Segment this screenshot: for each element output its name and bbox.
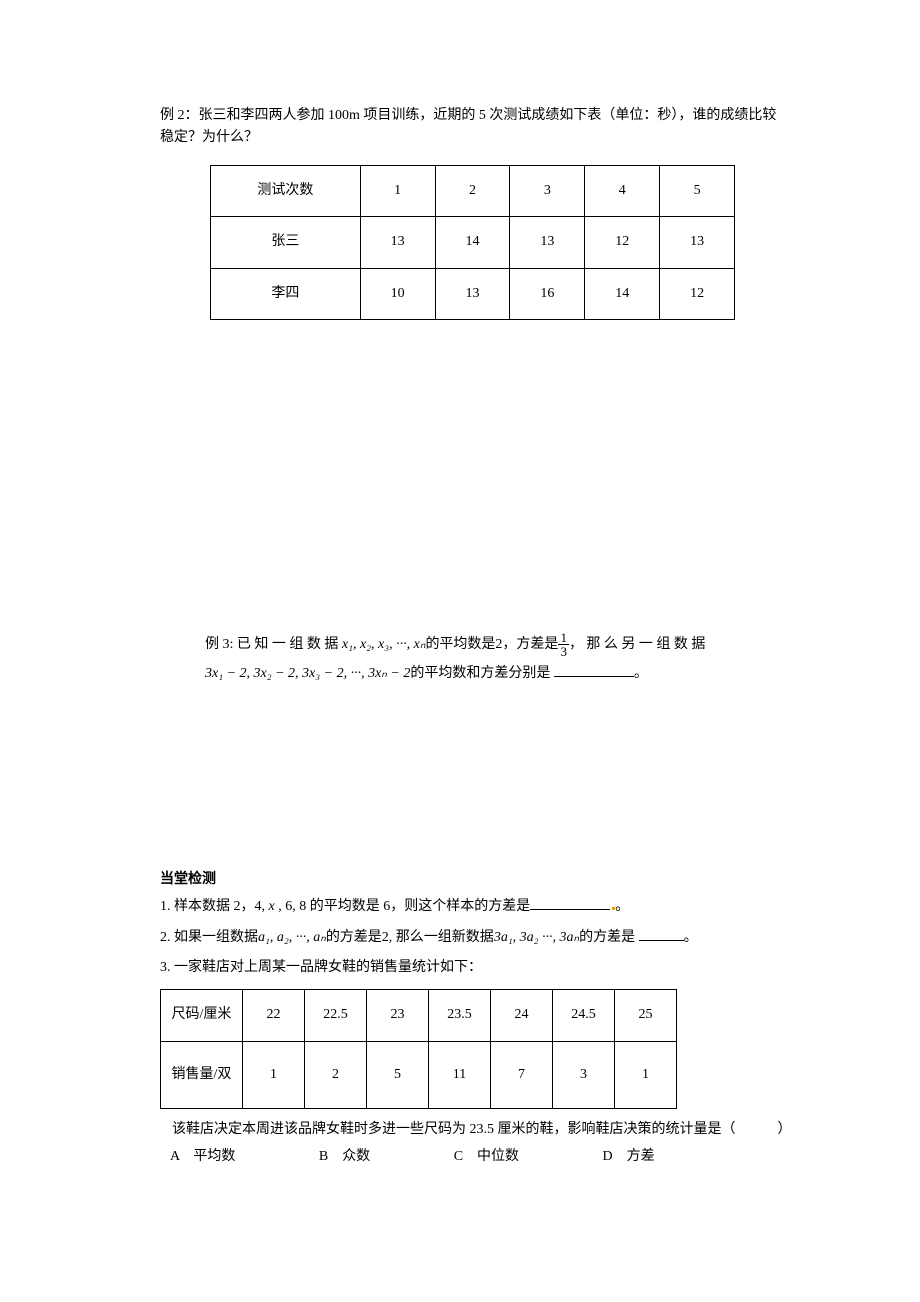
example2-table: 测试次数 1 2 3 4 5 张三 13 14 13 12 13 李四 10 1… (210, 165, 735, 320)
row-label: 李四 (211, 268, 361, 319)
frac-den: 3 (558, 645, 569, 658)
data-cell: 11 (429, 1041, 491, 1108)
header-cell: 5 (660, 165, 735, 216)
q1-text-b: , 6, 8 的平均数是 6，则这个样本的方差是 (278, 899, 530, 914)
q2-text-c: 的方差是 (579, 930, 639, 945)
data-cell: 2 (305, 1041, 367, 1108)
table-row: 销售量/双 1 2 5 11 7 3 1 (161, 1041, 677, 1108)
header-cell: 4 (585, 165, 660, 216)
data-cell: 12 (585, 217, 660, 268)
q2-text-b: 的方差是2, 那么一组新数据 (326, 930, 494, 945)
blank-answer (639, 927, 684, 941)
row-label: 销售量/双 (161, 1041, 243, 1108)
data-cell: 16 (510, 268, 585, 319)
data-cell: 13 (510, 217, 585, 268)
opt-text: 众数 (342, 1149, 370, 1164)
option-a: A 平均数 (170, 1146, 235, 1168)
blank-answer (554, 663, 634, 677)
table-header-row: 测试次数 1 2 3 4 5 (211, 165, 735, 216)
data-cell: 14 (585, 268, 660, 319)
data-cell: 24.5 (553, 990, 615, 1041)
ex3-vars: x₁, x₂, x₃, ···, xₙ (342, 637, 426, 652)
q2-end: 。 (684, 930, 698, 945)
ex3-line2-vars: 3x₁ − 2, 3x₂ − 2, 3x₃ − 2, ···, 3xₙ − 2 (205, 666, 410, 681)
data-cell: 10 (360, 268, 435, 319)
ex3-line2-suffix: 的平均数和方差分别是 (410, 666, 554, 681)
example3-block: 例 3: 已 知 一 组 数 据 x₁, x₂, x₃, ···, xₙ的平均数… (205, 630, 785, 689)
data-cell: 3 (553, 1041, 615, 1108)
header-label: 测试次数 (211, 165, 361, 216)
data-cell: 13 (435, 268, 510, 319)
data-cell: 22.5 (305, 990, 367, 1041)
ex3-prefix: 例 3: 已 知 一 组 数 据 (205, 637, 342, 652)
opt-letter: D (603, 1149, 613, 1164)
blank-answer (530, 896, 610, 910)
frac-num: 1 (558, 631, 569, 645)
question-1: 1. 样本数据 2，4, x , 6, 8 的平均数是 6，则这个样本的方差是 。 (160, 896, 785, 918)
data-cell: 14 (435, 217, 510, 268)
row-label: 尺码/厘米 (161, 990, 243, 1041)
data-cell: 12 (660, 268, 735, 319)
ex3-mid2: ， 那 么 另 一 组 数 据 (569, 637, 706, 652)
q2-vars1: a₁, a₂, ···, aₙ (258, 930, 326, 945)
data-cell: 22 (243, 990, 305, 1041)
opt-letter: A (170, 1149, 179, 1164)
ex3-end: 。 (634, 666, 648, 681)
data-cell: 13 (660, 217, 735, 268)
table-row: 尺码/厘米 22 22.5 23 23.5 24 24.5 25 (161, 990, 677, 1041)
data-cell: 25 (615, 990, 677, 1041)
table-row: 张三 13 14 13 12 13 (211, 217, 735, 268)
question-3-prompt: 3. 一家鞋店对上周某一品牌女鞋的销售量统计如下： (160, 957, 785, 979)
options-row: A 平均数 B 众数 C 中位数 D 方差 (160, 1146, 785, 1168)
option-c: C 中位数 (454, 1146, 519, 1168)
question-2: 2. 如果一组数据a₁, a₂, ···, aₙ的方差是2, 那么一组新数据3a… (160, 927, 785, 949)
option-b: B 众数 (319, 1146, 370, 1168)
question-3-after: 该鞋店决定本周进该品牌女鞋时多进一些尺码为 23.5 厘米的鞋，影响鞋店决策的统… (160, 1119, 785, 1141)
data-cell: 13 (360, 217, 435, 268)
opt-text: 中位数 (477, 1149, 519, 1164)
data-cell: 7 (491, 1041, 553, 1108)
q2-vars2: 3a₁, 3a₂ ···, 3aₙ (494, 930, 579, 945)
data-cell: 24 (491, 990, 553, 1041)
q1-text-a: 1. 样本数据 2，4, (160, 899, 265, 914)
q1-var: x (269, 899, 275, 914)
example2-prompt: 例 2：张三和李四两人参加 100m 项目训练，近期的 5 次测试成绩如下表（单… (160, 105, 785, 150)
data-cell: 5 (367, 1041, 429, 1108)
question-3-table: 尺码/厘米 22 22.5 23 23.5 24 24.5 25 销售量/双 1… (160, 989, 677, 1109)
table-row: 李四 10 13 16 14 12 (211, 268, 735, 319)
option-d: D 方差 (603, 1146, 655, 1168)
q2-text-a: 2. 如果一组数据 (160, 930, 258, 945)
data-cell: 23.5 (429, 990, 491, 1041)
spacer (160, 340, 785, 630)
section-title: 当堂检测 (160, 869, 785, 891)
data-cell: 23 (367, 990, 429, 1041)
ex3-mid1: 的平均数是2，方差是 (425, 637, 558, 652)
header-cell: 3 (510, 165, 585, 216)
header-cell: 2 (435, 165, 510, 216)
opt-text: 平均数 (193, 1149, 235, 1164)
data-cell: 1 (243, 1041, 305, 1108)
opt-text: 方差 (627, 1149, 655, 1164)
q1-end: 。 (615, 899, 629, 914)
fraction-icon: 13 (558, 631, 569, 658)
opt-letter: C (454, 1149, 463, 1164)
opt-letter: B (319, 1149, 328, 1164)
row-label: 张三 (211, 217, 361, 268)
header-cell: 1 (360, 165, 435, 216)
data-cell: 1 (615, 1041, 677, 1108)
